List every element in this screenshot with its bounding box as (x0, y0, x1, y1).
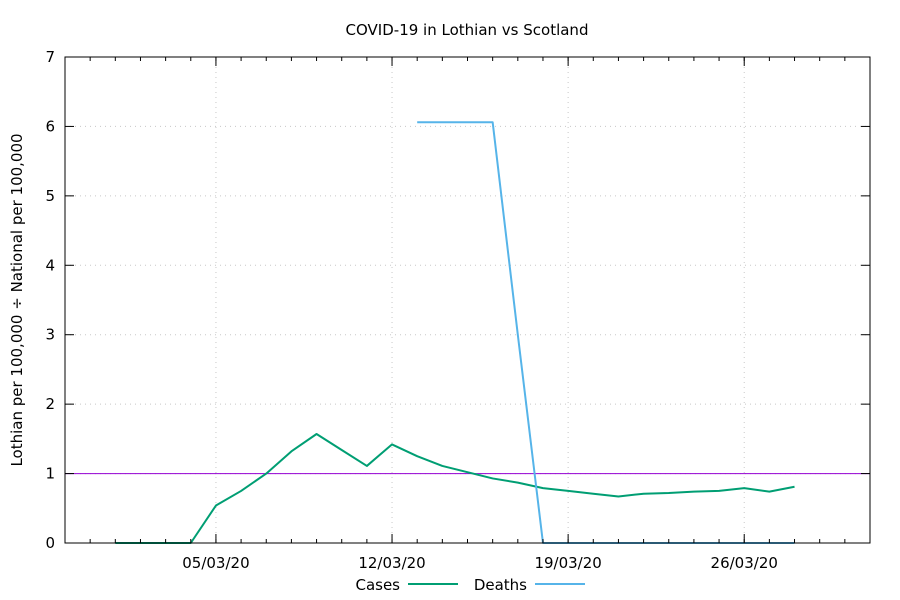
y-tick-label: 3 (45, 326, 55, 344)
y-tick-label: 0 (45, 534, 55, 552)
y-tick-label: 1 (45, 465, 55, 483)
y-axis-label: Lothian per 100,000 ÷ National per 100,0… (8, 133, 26, 466)
series-line-deaths (417, 121, 795, 544)
chart-title: COVID-19 in Lothian vs Scotland (346, 21, 589, 39)
x-tick-label: 19/03/20 (534, 554, 601, 572)
x-tick-label: 05/03/20 (182, 554, 249, 572)
legend-label-cases: Cases (355, 576, 400, 594)
plot-frame (64, 56, 871, 544)
y-tick-label: 4 (45, 256, 55, 274)
y-tick-label: 5 (45, 187, 55, 205)
y-tick-label: 2 (45, 395, 55, 413)
grid (65, 57, 870, 543)
legend: Cases Deaths (355, 576, 585, 594)
series-line-cases (115, 433, 795, 544)
x-tick-label: 12/03/20 (358, 554, 425, 572)
x-tick-label: 26/03/20 (711, 554, 778, 572)
y-tick-label: 6 (45, 117, 55, 135)
legend-label-deaths: Deaths (474, 576, 527, 594)
axis-ticks: 0 1 2 3 4 5 6 7 05/03/20 12/03/20 19/03/20 26/03/20 (45, 48, 870, 572)
series-layer (115, 121, 795, 544)
y-tick-label: 7 (45, 48, 55, 66)
